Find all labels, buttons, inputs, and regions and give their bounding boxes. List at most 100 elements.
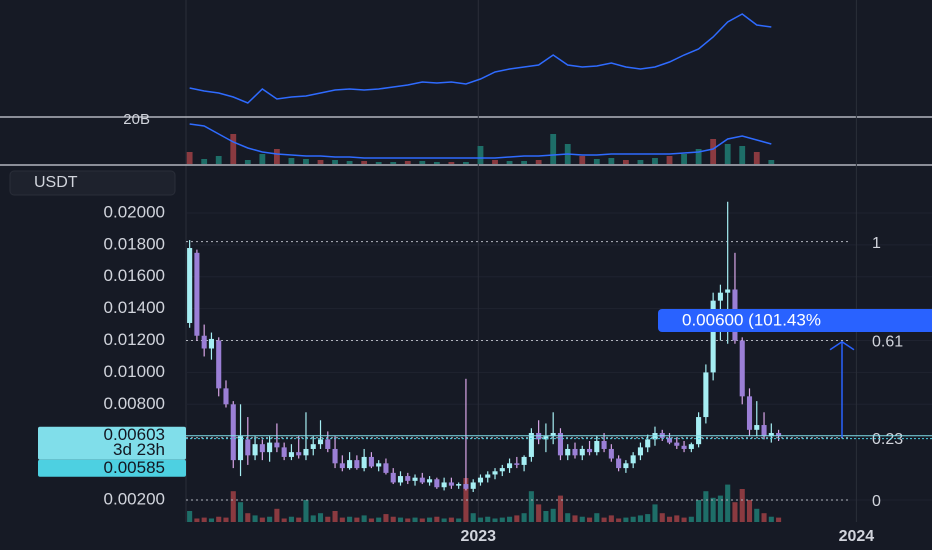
volume-bar [441,518,447,522]
volume-bar [259,517,265,522]
volume-bar [347,516,353,522]
volume-bar [753,152,760,164]
volume-bar [579,156,586,164]
volume-bar [666,156,673,164]
candle-body [303,448,309,456]
volume-bar [419,518,425,522]
measure-box [658,309,932,332]
volume-bar [652,158,658,164]
measure-label: 0.00600 (101.43% [682,310,821,329]
volume-bar [310,515,316,522]
volume-bar [637,160,644,164]
y-tick-label: 0.01800 [104,234,165,253]
volume-bar [317,160,324,164]
candle-body [499,468,505,472]
candle-body [696,417,702,445]
volume-bar [390,162,397,164]
volume-bar [273,149,280,164]
volume-bar [325,516,331,522]
measure-arrowhead [829,340,855,351]
volume-bar [616,518,622,522]
volume-bar [543,511,549,522]
volume-bar [215,156,222,164]
volume-bar [456,518,462,522]
volume-bar [550,134,557,164]
candle-body [288,452,294,457]
candle-body [754,425,760,430]
candle-body [223,388,229,405]
volume-bar [608,158,615,164]
y-tick-label: 0.01600 [104,266,165,285]
candle-body [281,447,287,457]
candle-body [448,482,454,486]
volume-bar [397,517,404,522]
volume-bar [499,517,505,522]
volume-bar [317,513,324,522]
volume-bar [557,495,563,522]
y-tick-label: 0.01200 [104,330,165,349]
candle-body [412,477,418,481]
candle-body [187,248,193,323]
volume-bar [528,491,534,522]
volume-bar [492,518,498,522]
volume-bar [659,513,665,522]
volume-bar [623,517,629,522]
volume-bar [332,511,338,522]
volume-bar [223,517,229,522]
volume-bar [448,517,454,522]
candle-body [252,444,258,456]
candle-body [470,482,476,489]
volume-bar [594,513,600,522]
candle-body [717,292,723,301]
volume-bar [434,516,440,522]
currency-box[interactable] [9,170,176,196]
volume-bar [194,518,200,522]
candle-body [768,433,774,437]
y-tick-label: 0.01400 [104,298,165,317]
volume-bar [739,146,746,164]
price-badge-label: 0.00603 [104,425,165,444]
volume-bar [710,497,716,522]
volume-bar [274,508,280,522]
candle-body [237,436,244,461]
volume-bar [463,162,469,164]
candle-body [332,448,338,464]
volume-bar [630,516,636,522]
candle-body [507,463,513,469]
candle-body [383,463,389,473]
y-tick-label: 0.01000 [104,362,165,381]
candle-body [397,476,404,483]
volume-bar [237,502,244,522]
volume-bar [419,161,426,164]
candle-body [296,452,302,456]
volume-bar [776,517,782,522]
volume-bar [361,515,367,522]
volume-bar [368,518,374,522]
volume-bar [536,504,542,522]
fib-label: 0 [872,493,881,510]
volume-bar [390,516,396,522]
volume-bar [572,515,578,522]
candle-body [317,439,324,445]
volume-bar [586,517,593,522]
volume-bar [448,162,455,164]
candle-body [579,448,585,456]
volume-bar [681,517,687,522]
volume-bar [244,160,251,164]
candle-body [608,448,614,459]
candle-body [550,433,556,437]
volume-bar [376,517,382,522]
price-badge-label: 0.00585 [104,458,165,477]
fib-label: 1 [872,235,881,252]
candle-body [521,456,527,465]
candle-body [376,463,382,467]
panel-label: 20B [123,111,150,128]
candle-body [361,456,367,469]
volume-bar [724,144,731,164]
candle-body [645,439,651,448]
volume-bar [710,139,717,164]
candle-body [543,436,549,440]
candle-body [216,340,222,389]
volume-bar [746,500,753,522]
